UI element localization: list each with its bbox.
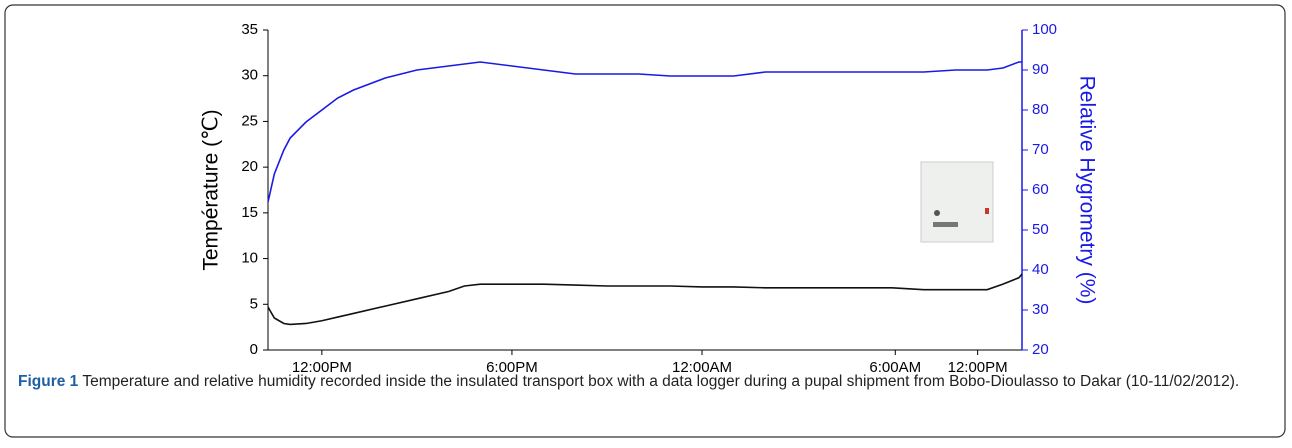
y-tick-label: 0	[250, 341, 258, 358]
x-tick-label: 6:00PM	[486, 359, 538, 376]
line	[267, 61, 1022, 203]
y2-axis-label: Relative Hygrometry (%)	[1075, 76, 1098, 305]
caption-text: Temperature and relative humidity record…	[82, 373, 1240, 390]
y-tick-label: 35	[241, 21, 258, 38]
y2-tick-label: 60	[1032, 181, 1049, 198]
y-axis-label: Température (℃)	[200, 109, 223, 270]
frame	[4, 4, 1286, 438]
y2-tick-label: 80	[1032, 101, 1049, 118]
y-tick-label: 5	[250, 295, 258, 312]
y2-tick-label: 30	[1032, 301, 1049, 318]
y2-tick-label: 100	[1032, 21, 1057, 38]
x-tick-label: 12:00PM	[948, 359, 1008, 376]
y-tick-label: 20	[241, 158, 258, 175]
y2-tick-label: 90	[1032, 61, 1049, 78]
y2-tick-label: 70	[1032, 141, 1049, 158]
line	[267, 273, 1023, 326]
y-tick-label: 30	[241, 67, 258, 84]
caption-label: Figure 1	[18, 373, 79, 390]
y2-tick-label: 50	[1032, 221, 1049, 238]
caption: Figure 1 Temperature and relative humidi…	[18, 370, 1268, 393]
x-tick-label: 12:00AM	[672, 359, 732, 376]
y-tick-label: 15	[241, 204, 258, 221]
y-tick-label: 25	[241, 112, 258, 129]
y2-tick-label: 40	[1032, 261, 1049, 278]
y-tick-label: 10	[241, 250, 258, 267]
y2-tick-label: 20	[1032, 341, 1049, 358]
logger-image	[920, 161, 994, 243]
x-tick-label: 12:00PM	[292, 359, 352, 376]
x-tick-label: 6:00AM	[869, 359, 921, 376]
